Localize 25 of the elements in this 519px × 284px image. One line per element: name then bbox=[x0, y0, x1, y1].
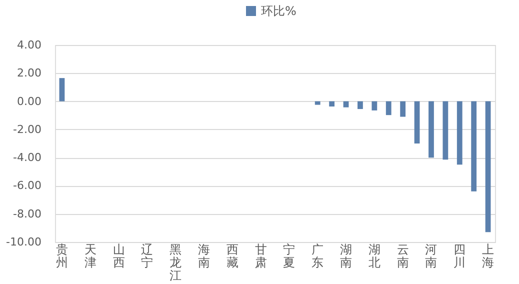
x-tick-label: 海南 bbox=[198, 242, 210, 270]
x-tick-label: 四川 bbox=[454, 242, 466, 270]
y-tick-label: -6.00 bbox=[13, 179, 42, 192]
x-tick-label: 上海 bbox=[482, 242, 494, 270]
y-tick-label: -8.00 bbox=[13, 207, 42, 220]
x-tick-label: 天津 bbox=[84, 242, 96, 270]
x-tick-label: 贵州 bbox=[56, 242, 68, 270]
x-tick-label: 湖南 bbox=[340, 242, 352, 270]
x-tick-label: 辽宁 bbox=[141, 242, 154, 270]
x-tick-label: 河南 bbox=[425, 242, 438, 270]
legend-label: 环比% bbox=[261, 4, 296, 18]
y-tick-label: 0.00 bbox=[17, 94, 42, 108]
x-tick-label: 云南 bbox=[396, 242, 409, 270]
x-tick-label: 西藏 bbox=[226, 242, 238, 270]
x-tick-label: 宁夏 bbox=[283, 242, 296, 270]
x-tick-label: 甘肃 bbox=[254, 242, 267, 270]
y-tick-label: -10.00 bbox=[6, 236, 42, 248]
y-tick-label: 4.00 bbox=[17, 38, 42, 52]
y-tick-label: 2.00 bbox=[17, 66, 42, 80]
y-tick-label: -2.00 bbox=[13, 122, 42, 136]
x-tick-label: 山西 bbox=[112, 242, 125, 270]
x-tick-label: 湖北 bbox=[368, 242, 380, 270]
x-tick-label: 黑龙江 bbox=[170, 242, 182, 282]
y-tick-label: -4.00 bbox=[13, 151, 42, 164]
x-tick-label: 广东 bbox=[312, 242, 324, 270]
